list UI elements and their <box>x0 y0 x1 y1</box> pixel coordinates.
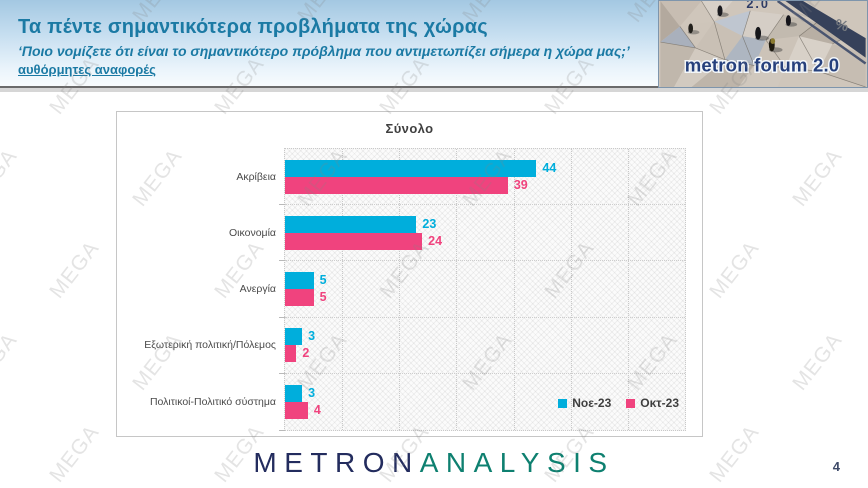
category-label: Πολιτικοί-Πολιτικό σύστημα <box>149 395 276 408</box>
bar-value: 44 <box>542 160 557 175</box>
bar-Οκτ-23 <box>285 288 314 306</box>
chart-row: Οικονομία 23 24 <box>229 205 685 262</box>
brand-analysis: ANALYSIS <box>419 447 615 478</box>
page-number: 4 <box>832 459 840 474</box>
bar-Νοε-23 <box>285 328 303 346</box>
bar-Οκτ-23 <box>285 345 297 363</box>
chart-row: Ακρίβεια 44 39 <box>236 149 685 206</box>
people-silhouettes <box>687 5 798 53</box>
slide-header: Τα πέντε σημαντικότερα προβλήματα της χώ… <box>0 0 868 88</box>
category-label: Ακρίβεια <box>236 170 276 183</box>
gridline <box>342 149 344 430</box>
gridline <box>627 149 629 430</box>
chart-row: Ανεργία 5 5 <box>240 261 685 318</box>
chart-card: Σύνολο Νοε-23 Οκτ-23 Ακρίβεια 44 39 Οικονομί… <box>116 111 703 437</box>
legend-item: Οκτ-23 <box>626 396 679 410</box>
watermark-text: MEGA <box>45 420 104 487</box>
bar-Οκτ-23 <box>285 232 423 250</box>
cut-top-text: 2.0 <box>746 1 770 11</box>
category-label: Οικονομία <box>228 226 276 239</box>
chart-row: Πολιτικοί-Πολιτικό σύστημα 3 4 <box>150 374 685 432</box>
logo-wordmark: metron forum 2.0 <box>685 54 840 75</box>
watermark-text: MEGA <box>788 144 847 211</box>
bar-Οκτ-23 <box>285 401 308 419</box>
bar-Νοε-23 <box>285 159 537 177</box>
legend-swatch <box>626 398 636 408</box>
bar-Νοε-23 <box>285 271 314 289</box>
legend-label: Οκτ-23 <box>640 396 679 410</box>
gridline <box>513 149 515 430</box>
chart-legend: Νοε-23 Οκτ-23 <box>558 396 679 410</box>
bar-Νοε-23 <box>285 215 417 233</box>
header-text-block: Τα πέντε σημαντικότερα προβλήματα της χώ… <box>18 16 630 77</box>
bar-value: 3 <box>308 385 316 400</box>
category-label: Ανεργία <box>239 282 276 295</box>
bar-value: 23 <box>422 216 437 231</box>
bar-value: 5 <box>319 272 327 287</box>
legend-label: Νοε-23 <box>572 396 612 410</box>
legend-swatch <box>558 398 568 408</box>
watermark-text: MEGA <box>788 328 847 395</box>
gridline <box>399 149 401 430</box>
chart-row: Εξωτερική πολιτική/Πόλεμος 3 2 <box>144 318 685 374</box>
category-label: Εξωτερική πολιτική/Πόλεμος <box>144 339 276 352</box>
bar-value: 24 <box>428 233 443 248</box>
watermark-text: MEGA <box>705 236 764 303</box>
bar-Οκτ-23 <box>285 176 508 194</box>
bar-value: 4 <box>313 402 321 417</box>
plot-area: Νοε-23 Οκτ-23 Ακρίβεια 44 39 Οικονομία 23 24 Αν… <box>144 148 686 432</box>
watermark-text: MEGA <box>45 236 104 303</box>
bar-Νοε-23 <box>285 384 303 402</box>
mosaic-photo: 2.0 % metron forum 2.0 <box>660 1 867 87</box>
brand-metron: METRON <box>253 447 420 478</box>
watermark-text: MEGA <box>705 420 764 487</box>
gridline <box>570 149 572 430</box>
watermark-text: MEGA <box>0 328 22 395</box>
chart-title: Σύνολο <box>385 121 434 136</box>
metron-analysis-logo: METRONANALYSIS <box>253 447 614 479</box>
legend-item: Νοε-23 <box>558 396 611 410</box>
bar-value: 5 <box>319 289 327 304</box>
bar-value: 2 <box>302 346 310 361</box>
bar-value: 39 <box>513 177 528 192</box>
page-title: Τα πέντε σημαντικότερα προβλήματα της χώ… <box>18 16 488 38</box>
bar-value: 3 <box>308 329 316 344</box>
percent-symbol: % <box>833 17 850 36</box>
metron-forum-logo: 2.0 % metron forum 2.0 <box>658 0 868 88</box>
methodology-note: αυθόρμητες αναφορές <box>18 62 156 77</box>
gridline <box>456 149 458 430</box>
watermark-text: MEGA <box>0 144 22 211</box>
survey-question: ‘Ποιο νομίζετε ότι είναι το σημαντικότερ… <box>18 43 630 59</box>
